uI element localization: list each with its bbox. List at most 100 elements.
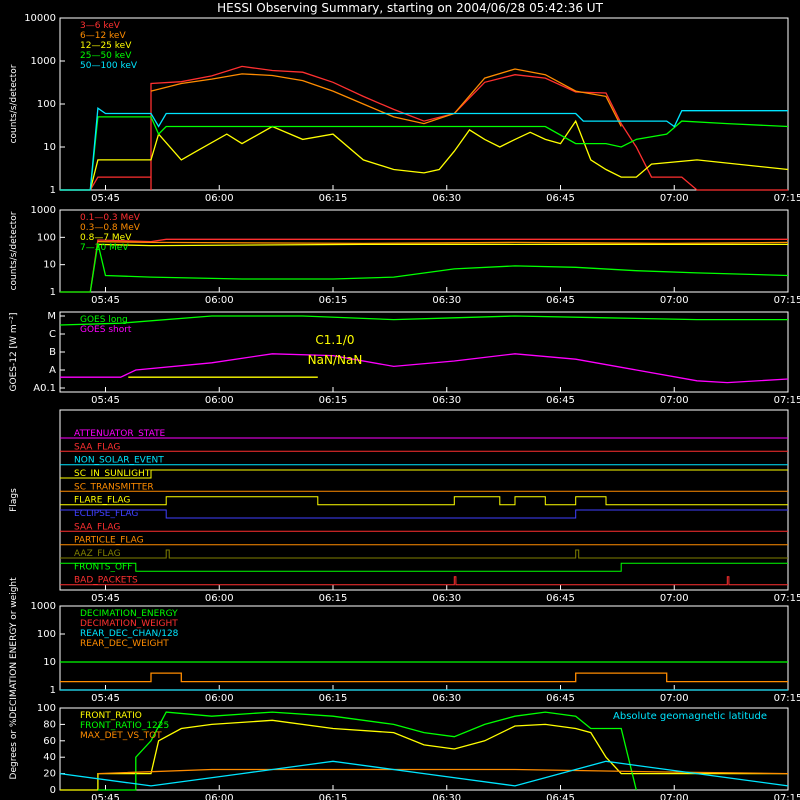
y-tick-label: 100 — [37, 99, 56, 110]
x-tick-label: 07:15 — [774, 395, 800, 406]
x-tick-label: 06:30 — [432, 395, 461, 406]
flag-label: SC_IN_SUNLIGHT — [74, 469, 151, 479]
x-tick-label: 05:45 — [91, 793, 120, 800]
y-tick-label: B — [49, 347, 56, 358]
flag-line — [60, 469, 788, 479]
panel-frame — [59, 209, 789, 293]
legend-entry: 3—6 keV — [80, 21, 121, 31]
flag-label: ECLIPSE_FLAG — [74, 509, 138, 519]
flag-label: PARTICLE_FLAG — [74, 536, 144, 546]
x-tick-label: 06:45 — [546, 793, 575, 800]
x-tick-label: 06:00 — [205, 593, 234, 604]
x-tick-label: 05:45 — [91, 193, 120, 204]
annotation: NaN/NaN — [308, 353, 363, 367]
series-line — [97, 240, 789, 245]
flag-label: SAA_FLAG — [74, 522, 120, 532]
legend-entry: DECIMATION_ENERGY — [80, 609, 178, 619]
x-tick-label: 07:00 — [660, 593, 689, 604]
legend-entry: 6—12 keV — [80, 31, 126, 41]
x-tick-label: 07:15 — [774, 295, 800, 306]
y-tick-label: 80 — [43, 719, 56, 730]
x-tick-label: 07:00 — [660, 295, 689, 306]
flag-label: FRONTS_OFF — [74, 562, 132, 572]
series-line — [150, 68, 622, 127]
series-line — [60, 238, 788, 293]
y-tick-label: 100 — [37, 629, 56, 640]
flag-label: SAA_FLAG_ — [74, 442, 125, 452]
y-tick-label: 20 — [43, 769, 56, 780]
panel-decimation: DECIMATION ENERGY or weight 1 10 100 1000 05:… — [9, 577, 800, 719]
legend-entry: GOES long — [80, 315, 128, 325]
y-tick-label: A — [49, 365, 56, 376]
flag-line — [60, 496, 788, 506]
flag-line — [60, 576, 788, 586]
series-line — [97, 243, 788, 247]
x-tick-label: 06:30 — [432, 593, 461, 604]
panel-frame — [59, 707, 789, 791]
y-tick-label: 100 — [37, 703, 56, 714]
legend-entry: 0.8—7 MeV — [80, 233, 132, 243]
series-line — [60, 65, 788, 191]
y-axis-label: DECIMATION ENERGY or weight — [9, 577, 19, 719]
y-tick-label: 0 — [50, 785, 56, 796]
y-tick-label: 60 — [43, 736, 56, 747]
legend-entry: 50—100 keV — [80, 61, 138, 71]
legend-entry: REAR_DEC_CHAN/128 — [80, 629, 179, 639]
x-tick-label: 06:00 — [205, 193, 234, 204]
legend-entry: 12—25 keV — [80, 41, 132, 51]
series-line — [59, 760, 789, 787]
x-tick-label: 05:45 — [91, 295, 120, 306]
x-tick-label: 06:15 — [319, 193, 348, 204]
x-tick-label: 07:00 — [660, 693, 689, 704]
series-line — [60, 353, 789, 384]
legend-entry: 0.1—0.3 MeV — [80, 213, 141, 223]
flag-label: BAD_PACKETS — [74, 576, 138, 586]
y-tick-label: 1000 — [31, 56, 56, 67]
y-tick-label: 10 — [43, 142, 56, 153]
y-tick-label: 10 — [43, 260, 56, 271]
panel-xray_high: counts/s/detector 1 10 100 1000 05:45 06:00 06:… — [9, 205, 800, 306]
figure-title: HESSI Observing Summary, starting on 200… — [217, 1, 603, 15]
legend-entry: 25—50 keV — [80, 51, 132, 61]
x-tick-label: 07:15 — [774, 593, 800, 604]
legend-entry: FRONT_RATIO_1225 — [80, 721, 169, 731]
y-tick-label: 1 — [50, 185, 56, 196]
x-tick-label: 06:00 — [205, 395, 234, 406]
series-line — [60, 243, 789, 293]
series-line — [60, 119, 789, 191]
x-tick-label: 05:45 — [91, 693, 120, 704]
panel-ratios: Degrees or % 0 20 40 60 80 100 05:45 06:00 06:15 0… — [9, 703, 800, 800]
x-tick-label: 06:45 — [546, 295, 575, 306]
x-tick-label: 06:00 — [205, 295, 234, 306]
x-tick-label: 06:45 — [546, 193, 575, 204]
x-tick-label: 05:45 — [91, 593, 120, 604]
x-tick-label: 06:00 — [205, 693, 234, 704]
x-tick-label: 07:15 — [774, 693, 800, 704]
y-tick-label: 10000 — [24, 13, 56, 24]
x-tick-label: 06:30 — [432, 693, 461, 704]
flag-label: ATTENUATOR_STATE — [74, 429, 166, 439]
x-tick-label: 06:30 — [432, 793, 461, 800]
panel-frame — [59, 409, 789, 591]
legend-entry: FRONT_RATIO — [80, 711, 142, 721]
series-line — [59, 315, 788, 326]
series-line — [60, 672, 788, 683]
legend-entry: MAX_DET_VS_TOT — [80, 731, 162, 741]
annotation: C1.1/0 — [315, 333, 354, 347]
flag-line — [60, 549, 788, 559]
panel-frame — [59, 311, 789, 393]
legend-entry: DECIMATION_WEIGHT — [80, 619, 178, 629]
annotation: Absolute geomagnetic latitude — [613, 711, 767, 722]
x-tick-label: 06:15 — [319, 593, 348, 604]
y-axis-label: Flags — [9, 488, 19, 512]
y-tick-label: 1000 — [31, 205, 56, 216]
x-tick-label: 06:15 — [319, 395, 348, 406]
x-tick-label: 07:00 — [660, 793, 689, 800]
panel-frame — [59, 17, 789, 191]
x-tick-label: 07:00 — [660, 395, 689, 406]
series-line — [60, 719, 788, 791]
y-tick-label: 40 — [43, 752, 56, 763]
